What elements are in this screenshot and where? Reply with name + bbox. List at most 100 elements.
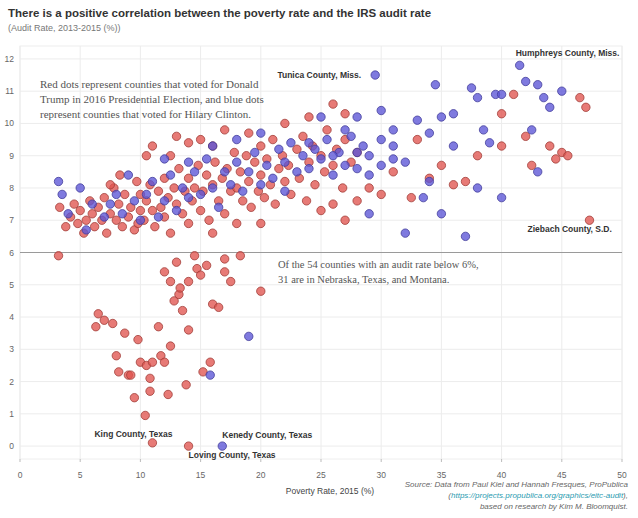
point xyxy=(365,171,373,179)
point xyxy=(257,287,265,295)
point xyxy=(534,81,542,89)
point xyxy=(102,229,110,237)
point xyxy=(521,132,529,140)
point xyxy=(54,252,62,260)
point xyxy=(497,110,505,118)
point xyxy=(214,203,222,211)
point xyxy=(176,284,184,292)
point xyxy=(329,100,337,108)
point xyxy=(166,229,174,237)
point xyxy=(130,197,138,205)
point xyxy=(528,126,536,134)
point xyxy=(151,222,159,230)
point xyxy=(233,135,241,143)
point xyxy=(449,110,457,118)
point xyxy=(76,184,84,192)
point xyxy=(299,132,307,140)
point xyxy=(184,326,192,334)
point xyxy=(124,171,132,179)
point xyxy=(585,216,593,224)
point xyxy=(341,110,349,118)
point xyxy=(347,132,355,140)
point xyxy=(425,177,433,185)
point xyxy=(136,216,144,224)
point xyxy=(320,168,328,176)
point xyxy=(239,187,247,195)
source-line: Source: Data from Paul Kiel and Hannah F… xyxy=(405,480,629,489)
point xyxy=(528,161,536,169)
point xyxy=(148,142,156,150)
county-label: Kenedy County, Texas xyxy=(222,430,312,440)
point xyxy=(521,77,529,85)
point xyxy=(389,142,397,150)
point xyxy=(509,90,517,98)
point xyxy=(353,197,361,205)
x-tick xyxy=(622,459,623,462)
point xyxy=(142,190,150,198)
point xyxy=(299,152,307,160)
point xyxy=(515,61,523,69)
point xyxy=(184,442,192,450)
point xyxy=(184,219,192,227)
point xyxy=(497,90,505,98)
point xyxy=(413,135,421,143)
point xyxy=(311,145,319,153)
chart: There is a positive correlation between … xyxy=(0,0,638,518)
point xyxy=(172,132,180,140)
point xyxy=(317,155,325,163)
point xyxy=(329,152,337,160)
point xyxy=(257,129,265,137)
point xyxy=(56,203,64,211)
point xyxy=(341,216,349,224)
point xyxy=(437,113,445,121)
point xyxy=(365,210,373,218)
point xyxy=(220,126,228,134)
point xyxy=(121,190,129,198)
point xyxy=(141,411,149,419)
point xyxy=(576,93,584,101)
point xyxy=(260,193,268,201)
point xyxy=(473,93,481,101)
point xyxy=(305,113,313,121)
point xyxy=(70,200,78,208)
point xyxy=(245,332,253,340)
y-tick-label: 0 xyxy=(9,441,14,451)
y-tick-label: 11 xyxy=(5,86,14,96)
point xyxy=(257,142,265,150)
y-tick-label: 5 xyxy=(9,280,14,290)
point xyxy=(214,303,222,311)
point xyxy=(401,229,409,237)
point xyxy=(389,126,397,134)
point xyxy=(323,126,331,134)
point xyxy=(305,139,313,147)
point xyxy=(377,135,385,143)
point xyxy=(377,190,385,198)
point xyxy=(208,142,216,150)
point xyxy=(64,210,72,218)
point xyxy=(329,161,337,169)
x-tick-label: 35 xyxy=(437,470,447,480)
x-tick-label: 5 xyxy=(78,470,83,480)
point xyxy=(558,87,566,95)
point xyxy=(353,113,361,121)
point xyxy=(275,145,283,153)
point xyxy=(220,255,228,263)
point xyxy=(437,161,445,169)
point xyxy=(497,142,505,150)
y-tick-label: 6 xyxy=(9,248,14,258)
county-label: Humphreys County, Miss. xyxy=(516,48,620,58)
point xyxy=(206,358,214,366)
point xyxy=(109,319,117,327)
point xyxy=(485,139,493,147)
point xyxy=(90,222,98,230)
point xyxy=(166,171,174,179)
point xyxy=(245,168,253,176)
point xyxy=(172,258,180,266)
y-tick-label: 1 xyxy=(9,409,14,419)
point xyxy=(118,210,126,218)
point xyxy=(275,164,283,172)
x-tick-label: 45 xyxy=(557,470,567,480)
point xyxy=(341,161,349,169)
x-tick xyxy=(561,459,562,462)
y-tick-label: 2 xyxy=(9,377,14,387)
